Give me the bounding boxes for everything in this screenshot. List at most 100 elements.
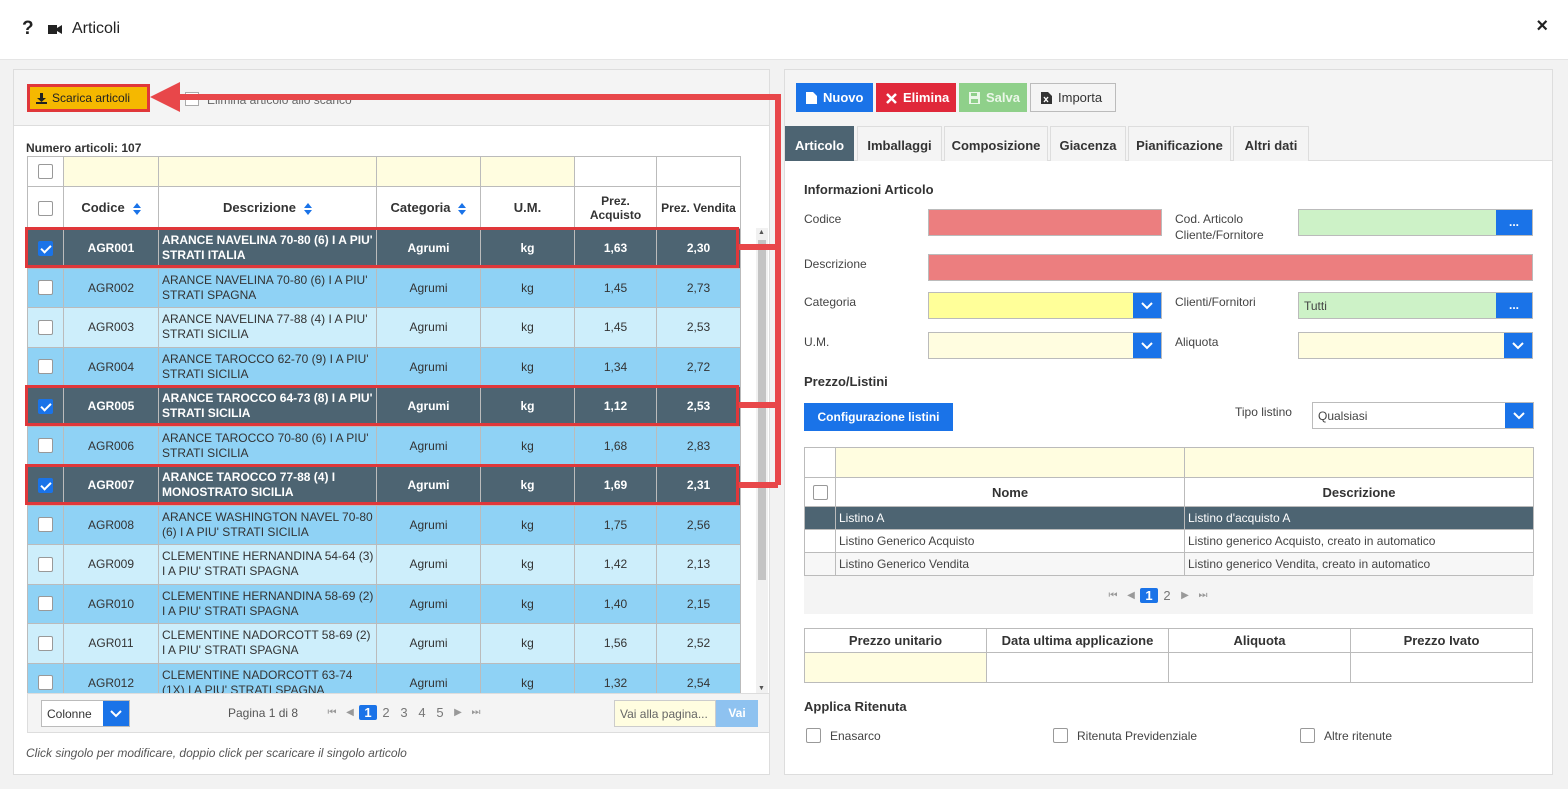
sort-icon[interactable]: [132, 202, 141, 215]
help-icon[interactable]: ?: [22, 18, 34, 39]
filter-nome[interactable]: [835, 447, 1185, 478]
scarica-articoli-button[interactable]: Scarica articoli: [27, 84, 150, 112]
tipo-listino-select[interactable]: Qualsiasi: [1312, 402, 1534, 429]
cod-articolo-cliente-input[interactable]: ...: [1298, 209, 1533, 236]
table-row[interactable]: AGR003 ARANCE NAVELINA 77-88 (4) I A PIU'…: [27, 307, 741, 348]
select-all-filter-checkbox[interactable]: [38, 164, 53, 180]
row-checkbox[interactable]: [38, 675, 53, 691]
altre-ritenute-option[interactable]: Altre ritenute: [1300, 728, 1392, 743]
column-header-prez-acquisto[interactable]: Prez. Acquisto: [574, 186, 657, 229]
checkbox-cell[interactable]: [27, 267, 64, 308]
table-row[interactable]: AGR007 ARANCE TAROCCO 77-88 (4) I MONOSTR…: [27, 465, 741, 506]
filter-codice[interactable]: [63, 156, 159, 187]
lookup-dots-button[interactable]: ...: [1496, 210, 1532, 235]
clienti-fornitori-input[interactable]: Tutti ...: [1298, 292, 1533, 319]
checkbox-cell[interactable]: [27, 307, 64, 348]
scroll-down-arrow-icon[interactable]: ▼: [758, 685, 765, 692]
filter-descrizione[interactable]: [1184, 447, 1534, 478]
checkbox-cell[interactable]: [27, 544, 64, 585]
row-checkbox[interactable]: [38, 359, 53, 375]
importa-button[interactable]: Importa: [1030, 83, 1116, 112]
table-row[interactable]: AGR006 ARANCE TAROCCO 70-80 (6) I A PIU' …: [27, 425, 741, 466]
aliquota-select[interactable]: [1298, 332, 1533, 359]
codice-input[interactable]: [928, 209, 1162, 236]
colonne-dropdown[interactable]: Colonne: [41, 700, 130, 727]
column-header-prez-vendita[interactable]: Prez. Vendita: [656, 186, 741, 229]
page-number[interactable]: 4: [418, 705, 426, 720]
sort-icon[interactable]: [458, 202, 467, 215]
row-checkbox[interactable]: [38, 477, 53, 493]
enasarco-option[interactable]: Enasarco: [806, 728, 881, 743]
page-number[interactable]: 2: [1163, 588, 1171, 603]
chevron-down-icon[interactable]: [1133, 293, 1161, 318]
categoria-select[interactable]: [928, 292, 1162, 319]
um-select[interactable]: [928, 332, 1162, 359]
row-checkbox[interactable]: [38, 635, 53, 651]
checkbox-cell[interactable]: [27, 228, 64, 269]
table-row[interactable]: Listino Generico Vendita Listino generico…: [804, 552, 1534, 576]
column-header-nome[interactable]: Nome: [835, 477, 1185, 507]
chevron-down-icon[interactable]: [1133, 333, 1161, 358]
scroll-up-arrow-icon[interactable]: ▲: [758, 229, 765, 236]
table-row[interactable]: Listino Generico Acquisto Listino generic…: [804, 529, 1534, 553]
checkbox-cell[interactable]: [27, 425, 64, 466]
row-checkbox[interactable]: [38, 556, 53, 572]
checkbox-cell[interactable]: [27, 504, 64, 545]
goto-page-input[interactable]: Vai alla pagina...: [614, 700, 716, 727]
grid-scrollbar-thumb[interactable]: [758, 240, 766, 580]
column-header-um[interactable]: U.M.: [480, 186, 575, 229]
table-row[interactable]: Listino A Listino d'acquisto A: [804, 506, 1534, 530]
tab-giacenza[interactable]: Giacenza: [1050, 126, 1126, 161]
checkbox-cell[interactable]: [27, 623, 64, 664]
prev-page-icon[interactable]: ◀: [346, 707, 354, 718]
row-checkbox[interactable]: [38, 517, 53, 533]
table-row[interactable]: AGR010 CLEMENTINE HERNANDINA 58-69 (2) I …: [27, 583, 741, 624]
table-row[interactable]: AGR002 ARANCE NAVELINA 70-80 (6) I A PIU'…: [27, 267, 741, 308]
row-checkbox[interactable]: [38, 438, 53, 454]
prezzo-unitario-input[interactable]: [804, 652, 987, 683]
last-page-icon[interactable]: ⏭: [471, 707, 481, 718]
first-page-icon[interactable]: ⏮: [1108, 590, 1118, 601]
row-checkbox[interactable]: [38, 240, 53, 256]
elimina-allo-scarico-checkbox[interactable]: [185, 92, 199, 106]
chevron-down-icon[interactable]: [103, 701, 129, 726]
last-page-icon[interactable]: ⏭: [1198, 590, 1208, 601]
sort-icon[interactable]: [303, 202, 312, 215]
table-row[interactable]: AGR005 ARANCE TAROCCO 64-73 (8) I A PIU' …: [27, 386, 741, 427]
ritenuta-previdenziale-option[interactable]: Ritenuta Previdenziale: [1053, 728, 1197, 743]
checkbox-cell[interactable]: [27, 583, 64, 624]
table-row[interactable]: AGR001 ARANCE NAVELINA 70-80 (6) I A PIU'…: [27, 228, 741, 269]
filter-um[interactable]: [480, 156, 575, 187]
filter-categoria[interactable]: [376, 156, 481, 187]
close-icon[interactable]: ×: [1536, 15, 1548, 37]
page-number[interactable]: 3: [400, 705, 408, 720]
lookup-dots-button[interactable]: ...: [1496, 293, 1532, 318]
table-row[interactable]: AGR004 ARANCE TAROCCO 62-70 (9) I A PIU' …: [27, 346, 741, 387]
prev-page-icon[interactable]: ◀: [1127, 590, 1135, 601]
salva-button[interactable]: Salva: [959, 83, 1027, 112]
tab-composizione[interactable]: Composizione: [944, 126, 1048, 161]
table-row[interactable]: AGR012 CLEMENTINE NADORCOTT 63-74 (1X) I …: [27, 662, 741, 703]
row-checkbox[interactable]: [38, 398, 53, 414]
next-page-icon[interactable]: ▶: [454, 707, 462, 718]
next-page-icon[interactable]: ▶: [1181, 590, 1189, 601]
checkbox-cell[interactable]: [27, 386, 64, 427]
tab-imballaggi[interactable]: Imballaggi: [857, 126, 942, 161]
tab-articolo[interactable]: Articolo: [785, 126, 854, 161]
nuovo-button[interactable]: Nuovo: [796, 83, 873, 112]
column-header-categoria[interactable]: Categoria: [376, 186, 481, 229]
select-all-checkbox[interactable]: [812, 485, 828, 501]
altre-ritenute-checkbox[interactable]: [1300, 728, 1315, 743]
page-number[interactable]: 5: [436, 705, 444, 720]
chevron-down-icon[interactable]: [1504, 333, 1532, 358]
column-header-codice[interactable]: Codice: [63, 186, 159, 229]
row-checkbox[interactable]: [38, 319, 53, 335]
checkbox-cell[interactable]: [27, 465, 64, 506]
page-number[interactable]: 1: [359, 705, 377, 720]
vai-button[interactable]: Vai: [716, 700, 758, 727]
page-number[interactable]: 2: [382, 705, 390, 720]
first-page-icon[interactable]: ⏮: [327, 707, 337, 718]
tab-altri-dati[interactable]: Altri dati: [1233, 126, 1309, 161]
tab-pianificazione[interactable]: Pianificazione: [1128, 126, 1231, 161]
configurazione-listini-button[interactable]: Configurazione listini: [804, 403, 953, 431]
